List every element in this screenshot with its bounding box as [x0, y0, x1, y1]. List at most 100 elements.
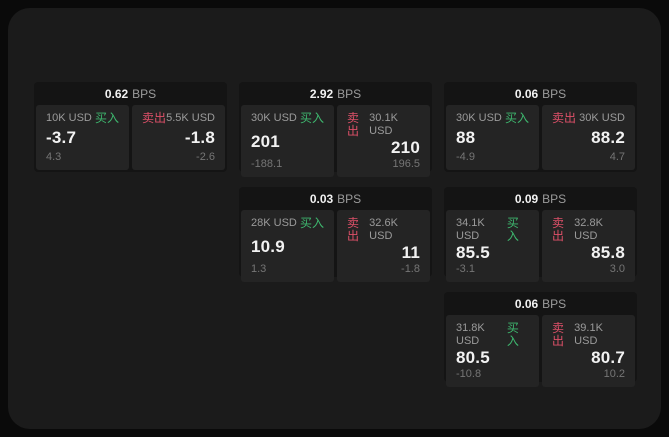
buy-amount: 30K USD — [456, 112, 502, 124]
sell-panel-top: 卖出 30K USD — [552, 112, 625, 125]
quote-panels: 30K USD 买入 88 -4.9 卖出 30K USD 88.2 4.7 — [446, 105, 635, 170]
sell-amount: 32.8K USD — [574, 217, 603, 242]
buy-price: 201 — [251, 131, 280, 151]
bps-header: 0.62 BPS — [36, 84, 225, 104]
buy-amount: 31.8K USD — [456, 322, 485, 347]
sell-amount: 30.1K USD — [369, 112, 398, 137]
sell-side-label: 卖出 — [142, 111, 167, 125]
buy-panel[interactable]: 30K USD 买入 201 -188.1 — [241, 105, 334, 177]
bps-value: 0.06 — [514, 87, 539, 101]
sell-panel[interactable]: 卖出 30K USD 88.2 4.7 — [542, 105, 635, 170]
sell-panel[interactable]: 卖出 30.1K USD 210 196.5 — [337, 105, 430, 177]
sell-amount: 39.1K USD — [574, 322, 603, 347]
sell-price: 210 — [391, 138, 420, 157]
bps-header: 0.06 BPS — [446, 84, 635, 104]
sell-amount: 30K USD — [579, 112, 625, 124]
bps-value: 0.62 — [104, 87, 129, 101]
sell-side-label: 卖出 — [347, 216, 360, 243]
sell-sub-value: 10.2 — [603, 368, 625, 380]
buy-sub-value: 4.3 — [46, 151, 62, 163]
bps-unit-label: BPS — [542, 297, 567, 311]
buy-panel-top: 34.1K USD 买入 — [456, 217, 529, 243]
buy-side-label: 买入 — [299, 111, 324, 125]
quote-card-3: 0.06 BPS 30K USD 买入 88 -4.9 卖出 30K USD — [444, 82, 637, 172]
buy-sub-value: -188.1 — [251, 158, 283, 170]
sell-panel-top: 卖出 5.5K USD — [142, 112, 215, 125]
sell-panel[interactable]: 卖出 5.5K USD -1.8 -2.6 — [132, 105, 225, 170]
bps-value: 0.06 — [514, 297, 539, 311]
buy-price: 85.5 — [456, 243, 490, 262]
buy-panel-top: 30K USD 买入 — [456, 112, 529, 125]
sell-panel[interactable]: 卖出 32.6K USD 11 -1.8 — [337, 210, 430, 282]
buy-side-label: 买入 — [299, 216, 324, 230]
sell-amount: 5.5K USD — [166, 112, 215, 124]
bps-header: 0.09 BPS — [446, 189, 635, 209]
quote-panels: 31.8K USD 买入 80.5 -10.8 卖出 39.1K USD 80.… — [446, 315, 635, 387]
bps-value: 2.92 — [309, 87, 334, 101]
sell-side-label: 卖出 — [552, 216, 565, 243]
sell-panel-top: 卖出 32.8K USD — [552, 217, 625, 243]
sell-price: -1.8 — [184, 128, 215, 147]
sell-price: 85.8 — [591, 243, 625, 262]
quote-panels: 10K USD 买入 -3.7 4.3 卖出 5.5K USD -1.8 -2.… — [36, 105, 225, 170]
sell-sub-value: 4.7 — [609, 151, 625, 163]
sell-sub-value: 196.5 — [392, 158, 420, 170]
quote-card-6: 0.06 BPS 31.8K USD 买入 80.5 -10.8 卖出 39.1… — [444, 292, 637, 387]
bps-unit-label: BPS — [337, 192, 362, 206]
sell-panel-top: 卖出 39.1K USD — [552, 322, 625, 348]
buy-panel-top: 31.8K USD 买入 — [456, 322, 529, 348]
bps-value: 0.09 — [514, 192, 539, 206]
quote-card-2: 2.92 BPS 30K USD 买入 201 -188.1 卖出 30.1K … — [239, 82, 432, 177]
bps-header: 0.03 BPS — [241, 189, 430, 209]
buy-sub-value: -4.9 — [456, 151, 475, 163]
sell-panel[interactable]: 卖出 39.1K USD 80.7 10.2 — [542, 315, 635, 387]
quote-panels: 30K USD 买入 201 -188.1 卖出 30.1K USD 210 1… — [241, 105, 430, 177]
sell-side-label: 卖出 — [552, 111, 577, 125]
sell-panel-top: 卖出 30.1K USD — [347, 112, 420, 138]
buy-price: 10.9 — [251, 236, 285, 256]
quote-panels: 34.1K USD 买入 85.5 -3.1 卖出 32.8K USD 85.8… — [446, 210, 635, 282]
buy-side-label: 买入 — [506, 321, 519, 348]
sell-price: 88.2 — [591, 128, 625, 147]
buy-panel[interactable]: 28K USD 买入 10.9 1.3 — [241, 210, 334, 282]
quote-grid: 0.62 BPS 10K USD 买入 -3.7 4.3 卖出 5.5K USD — [34, 82, 637, 387]
sell-amount: 32.6K USD — [369, 217, 398, 242]
bps-header: 2.92 BPS — [241, 84, 430, 104]
buy-panel[interactable]: 10K USD 买入 -3.7 4.3 — [36, 105, 129, 170]
quote-card-4: 0.03 BPS 28K USD 买入 10.9 1.3 卖出 32.6K US… — [239, 187, 432, 282]
buy-panel[interactable]: 30K USD 买入 88 -4.9 — [446, 105, 539, 170]
bps-unit-label: BPS — [132, 87, 157, 101]
sell-sub-value: -1.8 — [401, 263, 420, 275]
bps-unit-label: BPS — [542, 87, 567, 101]
bps-unit-label: BPS — [337, 87, 362, 101]
buy-amount: 10K USD — [46, 112, 92, 124]
buy-panel-top: 30K USD 买入 — [251, 112, 324, 125]
buy-amount: 28K USD — [251, 217, 297, 229]
buy-sub-value: -3.1 — [456, 263, 475, 275]
sell-price: 80.7 — [591, 348, 625, 367]
buy-amount: 30K USD — [251, 112, 297, 124]
buy-panel[interactable]: 34.1K USD 买入 85.5 -3.1 — [446, 210, 539, 282]
bps-value: 0.03 — [309, 192, 334, 206]
buy-sub-value: 1.3 — [251, 263, 267, 275]
buy-panel[interactable]: 31.8K USD 买入 80.5 -10.8 — [446, 315, 539, 387]
buy-panel-top: 10K USD 买入 — [46, 112, 119, 125]
buy-panel-top: 28K USD 买入 — [251, 217, 324, 230]
sell-side-label: 卖出 — [347, 111, 360, 138]
sell-side-label: 卖出 — [552, 321, 565, 348]
buy-price: 88 — [456, 128, 476, 147]
sell-panel-top: 卖出 32.6K USD — [347, 217, 420, 243]
buy-price: -3.7 — [46, 128, 77, 147]
quote-panels: 28K USD 买入 10.9 1.3 卖出 32.6K USD 11 -1.8 — [241, 210, 430, 282]
sell-panel[interactable]: 卖出 32.8K USD 85.8 3.0 — [542, 210, 635, 282]
app-surface: 0.62 BPS 10K USD 买入 -3.7 4.3 卖出 5.5K USD — [8, 8, 661, 429]
bps-header: 0.06 BPS — [446, 294, 635, 314]
buy-price: 80.5 — [456, 348, 490, 367]
quote-card-1: 0.62 BPS 10K USD 买入 -3.7 4.3 卖出 5.5K USD — [34, 82, 227, 172]
sell-sub-value: 3.0 — [609, 263, 625, 275]
quote-card-5: 0.09 BPS 34.1K USD 买入 85.5 -3.1 卖出 32.8K… — [444, 187, 637, 282]
sell-price: 11 — [401, 243, 420, 262]
buy-amount: 34.1K USD — [456, 217, 485, 242]
buy-side-label: 买入 — [504, 111, 529, 125]
buy-side-label: 买入 — [506, 216, 519, 243]
